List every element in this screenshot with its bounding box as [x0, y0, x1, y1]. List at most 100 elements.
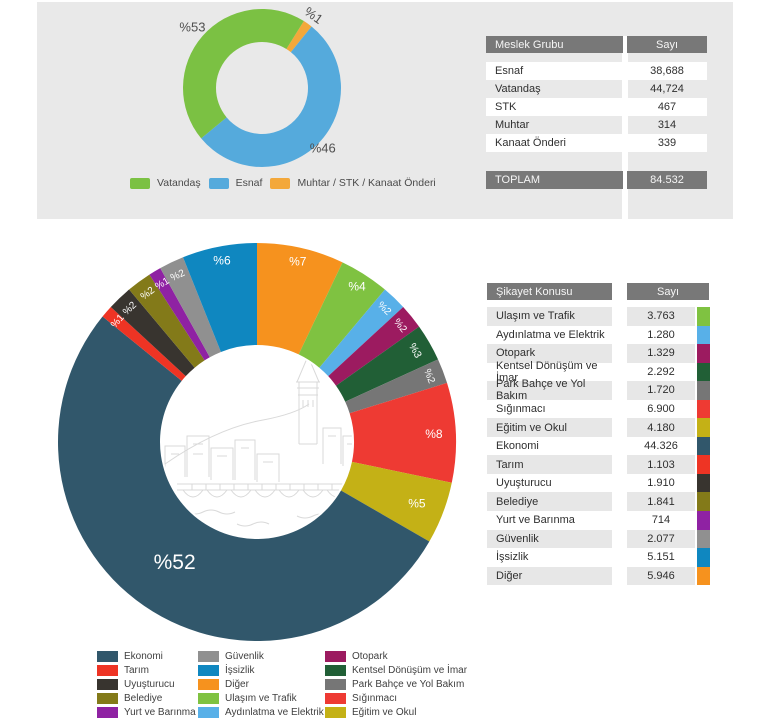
row-value: 1.720 [627, 381, 695, 400]
row-label: Ekonomi [487, 436, 612, 456]
row-label: Kentsel Dönüşüm ve İmar [487, 360, 612, 384]
row-value: 4.180 [627, 418, 695, 437]
row-color-chip [697, 325, 710, 345]
donut-segment-e-itim-ve-okul [341, 461, 452, 542]
table-row: Ekonomi 44.326 [487, 436, 710, 456]
row-color-chip [697, 381, 710, 400]
legend-item: Güvenlik [198, 651, 324, 662]
row-color-chip [697, 548, 710, 567]
row-label: İşsizlik [487, 548, 612, 567]
legend-swatch-esnaf [208, 177, 229, 189]
row-value: 6.900 [627, 399, 695, 419]
legend-swatch-belediye [97, 693, 118, 704]
legend-item: Yurt ve Barınma [97, 707, 196, 718]
donut-label-i-sizlik: %6 [213, 253, 231, 267]
legend-label: Sığınmacı [352, 693, 398, 704]
legend-swatch-g-venlik [198, 651, 219, 662]
donut-segment-ula-m-ve-trafik [298, 262, 385, 368]
meslek-table-rows: Esnaf 38,688 Vatandaş 44,724 STK 467 Muhtar 314… [486, 62, 707, 152]
row-label: STK [486, 98, 623, 116]
row-label: Vatandaş [495, 83, 541, 95]
row-value: 1.329 [627, 344, 695, 363]
donut-segment-esnaf [201, 26, 341, 167]
row-label: Ulaşım ve Trafik [487, 307, 612, 326]
table-row: Vatandaş 44,724 [486, 80, 707, 98]
legend-label: Yurt ve Barınma [124, 707, 196, 718]
legend-item: Tarım [97, 665, 196, 676]
row-label: Eğitim ve Okul [487, 418, 612, 437]
row-color-chip [697, 418, 710, 437]
donut-label-e-itim-ve-okul: %5 [408, 496, 426, 510]
row-label: Muhtar [495, 119, 530, 131]
legend-label: Uyuşturucu [124, 679, 175, 690]
row-value: 38,688 [627, 62, 707, 80]
donut-segment-ekonomi [57, 316, 430, 641]
donut-label-ekonomi: %52 [154, 551, 196, 574]
meslek-table-header-count: Sayı [627, 36, 707, 53]
legend-item: Vatandaş [130, 177, 201, 189]
row-label: Park Bahçe ve Yol Bakım [487, 378, 612, 402]
meslek-donut-chart: %1%46%53 [179, 4, 341, 167]
donut-segment-vatanda [182, 8, 304, 139]
legend-item: Eğitim ve Okul [325, 707, 467, 718]
legend-item: Belediye [97, 693, 196, 704]
row-color-chip [697, 436, 710, 456]
row-label: Kanaat Önderi [486, 134, 623, 152]
istanbul-sketch-watermark [164, 348, 352, 527]
legend-item: Diğer [198, 679, 324, 690]
row-color-chip [697, 307, 710, 326]
legend-item: İşsizlik [198, 665, 324, 676]
row-value: 5.946 [627, 566, 695, 586]
legend-label: Otopark [352, 651, 388, 662]
legend-label: İşsizlik [225, 665, 255, 676]
donut-label-s-nmac: %8 [425, 427, 443, 441]
row-value: 714 [627, 511, 695, 530]
legend-label: Tarım [124, 665, 149, 676]
table-row: Esnaf 38,688 [486, 62, 707, 80]
row-value: 3.763 [627, 307, 695, 326]
row-value: 314 [657, 119, 677, 131]
legend-swatch-i-sizlik [198, 665, 219, 676]
row-color-chip [697, 529, 710, 549]
legend-swatch-uyu-turucu [97, 679, 118, 690]
row-value: 1.910 [627, 473, 695, 493]
legend-swatch-s-nmac [325, 693, 346, 704]
row-color-chip [697, 455, 710, 474]
legend-item: Kentsel Dönüşüm ve İmar [325, 665, 467, 676]
donut-label-vatanda: %53 [179, 20, 205, 35]
legend-swatch-di-er [198, 679, 219, 690]
row-value: 2.077 [627, 529, 695, 549]
meslek-table-total-value: 84.532 [627, 171, 707, 189]
donut-label-ula-m-ve-trafik: %4 [348, 280, 366, 294]
donut-segment-ayd-nlatma-ve-elektrik [319, 289, 404, 377]
legend-label: Esnaf [235, 177, 263, 189]
legend-label: Ulaşım ve Trafik [225, 693, 297, 704]
table-row: İşsizlik 5.151 [487, 548, 710, 567]
legend-item: Park Bahçe ve Yol Bakım [325, 679, 467, 690]
row-color-chip [697, 473, 710, 493]
row-label: Uyuşturucu [487, 473, 612, 493]
row-value: 467 [627, 98, 707, 116]
row-label: Sığınmacı [487, 399, 612, 419]
table-row: Kanaat Önderi 339 [486, 134, 707, 152]
donut-segment-g-venlik [160, 257, 221, 358]
donut-segment-park-bah-e-ve-yol-bak-m [345, 359, 448, 414]
table-row: Diğer 5.946 [487, 566, 710, 586]
row-value: 1.841 [627, 492, 695, 512]
legend-label: Ekonomi [124, 651, 163, 662]
legend-swatch-muhtar-stk-kanaat-nderi [270, 177, 291, 189]
legend-item: Otopark [325, 651, 467, 662]
table-row: Sığınmacı 6.900 [487, 399, 710, 419]
meslek-table-total-label: TOPLAM [486, 171, 623, 189]
legend-swatch-tar-m [97, 665, 118, 676]
sikayet-legend-column-2: Güvenlik İşsizlik Diğer Ulaşım ve Trafik Ayd… [198, 651, 324, 718]
row-label: Tarım [487, 455, 612, 474]
donut-segment-kentsel-d-n-m-ve-i-mar [336, 326, 439, 402]
sikayet-table-header-topic: Şikayet Konusu [487, 283, 612, 300]
donut-segment-tar-m [102, 306, 186, 381]
row-label: Aydınlatma ve Elektrik [487, 325, 612, 345]
row-label: Güvenlik [487, 529, 612, 549]
sikayet-legend-column-1: Ekonomi Tarım Uyuşturucu Belediye Yurt ve Ba… [97, 651, 196, 718]
row-color-chip [697, 566, 710, 586]
legend-label: Kentsel Dönüşüm ve İmar [352, 665, 468, 676]
